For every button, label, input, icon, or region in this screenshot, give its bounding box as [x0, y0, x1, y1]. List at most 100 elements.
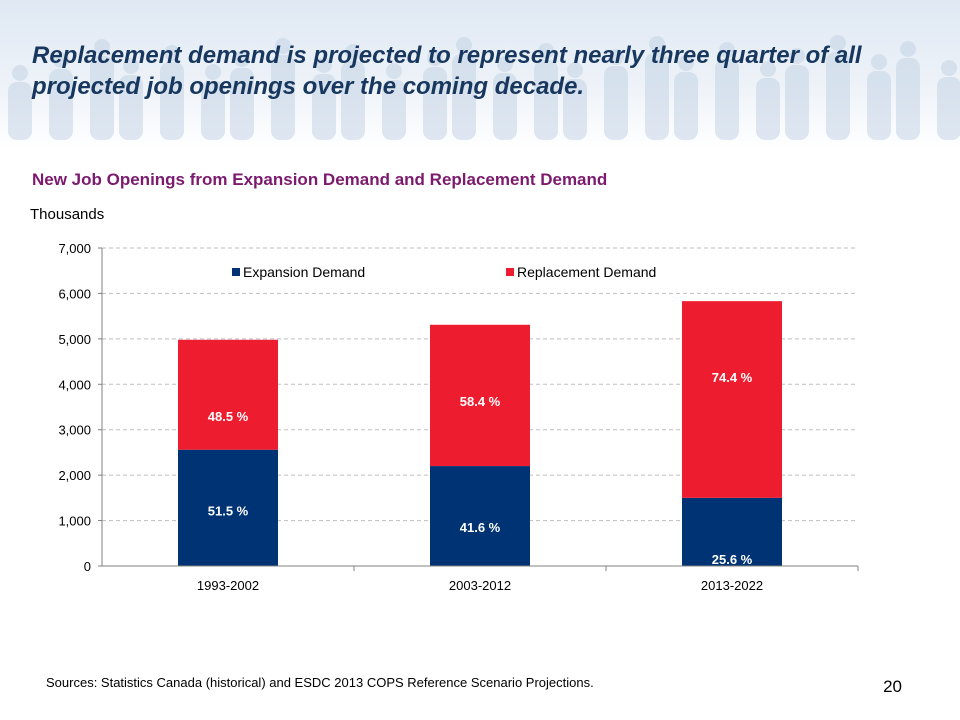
axes: 0 1,000 2,000 3,000 4,000 5,000 6,000 7,000 1993…: [58, 241, 859, 593]
silhouette-body: [604, 66, 628, 140]
silhouette-head: [538, 43, 554, 59]
silhouette-head: [316, 57, 332, 73]
silhouette-body: [534, 60, 558, 140]
x-tick-label: 2003-2012: [449, 578, 511, 593]
person-silhouette: [382, 63, 406, 140]
silhouette-body: [674, 72, 698, 140]
silhouette-body: [493, 73, 517, 140]
silhouette-head: [12, 65, 28, 81]
replacement-demand-bar: [430, 324, 530, 467]
silhouette-head: [234, 51, 250, 67]
silhouette-body: [230, 68, 254, 140]
y-tick-label: 3,000: [58, 423, 91, 438]
y-tick-label: 1,000: [58, 514, 91, 529]
legend-swatch: [232, 268, 240, 276]
silhouette-head: [164, 45, 180, 61]
silhouette-head: [53, 52, 69, 68]
expansion-demand-bar: [178, 449, 278, 566]
person-silhouette: [937, 60, 960, 140]
legend: Expansion Demand Replacement Demand: [232, 264, 656, 280]
silhouette-head: [608, 49, 624, 65]
person-silhouette: [201, 64, 225, 140]
silhouette-head: [941, 60, 957, 76]
person-silhouette: [90, 39, 114, 140]
page-number: 20: [883, 677, 902, 696]
silhouette-head: [497, 56, 513, 72]
silhouette-head: [871, 54, 887, 70]
slide-headline: Replacement demand is projected to repre…: [32, 42, 862, 100]
silhouette-body: [341, 61, 365, 140]
replacement-demand-bar: [682, 301, 782, 498]
silhouette-head: [678, 55, 694, 71]
silhouette-head: [345, 44, 361, 60]
silhouette-body: [382, 80, 406, 140]
y-tick-label: 4,000: [58, 377, 91, 392]
silhouette-body: [785, 65, 809, 140]
silhouette-body: [563, 79, 587, 140]
bar-data-label: 25.6 %: [712, 552, 753, 567]
silhouette-head: [456, 37, 472, 53]
silhouette-body: [937, 77, 960, 140]
person-silhouette: [423, 50, 447, 140]
person-silhouette: [785, 48, 809, 140]
legend-label: Expansion Demand: [243, 264, 365, 280]
person-silhouette: [119, 58, 143, 140]
legend-swatch: [506, 268, 514, 276]
person-silhouette: [604, 49, 628, 140]
silhouette-body: [160, 62, 184, 140]
person-silhouette: [826, 35, 850, 140]
person-silhouette: [271, 38, 295, 140]
person-silhouette: [493, 56, 517, 140]
person-silhouette: [534, 43, 558, 140]
silhouette-body: [452, 54, 476, 140]
silhouette-body: [119, 75, 143, 140]
silhouette-head: [830, 35, 846, 51]
silhouette-body: [312, 74, 336, 140]
expansion-demand-bar: [682, 497, 782, 566]
silhouette-head: [427, 50, 443, 66]
silhouette-body: [90, 56, 114, 140]
expansion-demand-bar: [430, 466, 530, 566]
silhouette-head: [275, 38, 291, 54]
silhouette-body: [645, 53, 669, 140]
silhouette-body: [201, 81, 225, 140]
person-silhouette: [645, 36, 669, 140]
person-silhouette: [715, 42, 739, 140]
silhouette-head: [386, 63, 402, 79]
y-tick-label: 7,000: [58, 241, 91, 256]
person-silhouette: [230, 51, 254, 140]
person-silhouette: [49, 52, 73, 140]
silhouette-head: [719, 42, 735, 58]
silhouette-head: [649, 36, 665, 52]
bars: 51.5 % 48.5 % 41.6 % 58.4 % 25.6 % 74.4 %: [178, 301, 782, 567]
y-tick-label: 0: [84, 559, 91, 574]
silhouette-head: [567, 62, 583, 78]
y-axis-unit-label: Thousands: [30, 206, 104, 223]
silhouette-head: [123, 58, 139, 74]
silhouette-body: [271, 55, 295, 140]
y-tick-label: 5,000: [58, 332, 91, 347]
person-silhouette: [563, 62, 587, 140]
x-tick-label: 2013-2022: [701, 578, 763, 593]
silhouette-body: [896, 58, 920, 140]
silhouette-body: [715, 59, 739, 140]
person-silhouette: [312, 57, 336, 140]
person-silhouette: [341, 44, 365, 140]
source-note: Sources: Statistics Canada (historical) …: [46, 675, 594, 690]
bar-data-label: 74.4 %: [712, 370, 753, 385]
silhouette-head: [760, 61, 776, 77]
person-silhouette: [896, 41, 920, 140]
person-silhouette: [756, 61, 780, 140]
legend-label: Replacement Demand: [517, 264, 656, 280]
silhouette-body: [826, 52, 850, 140]
y-tick-label: 2,000: [58, 468, 91, 483]
silhouette-head: [94, 39, 110, 55]
silhouette-body: [49, 69, 73, 140]
header-banner: [0, 0, 960, 150]
silhouette-head: [789, 48, 805, 64]
person-silhouette: [452, 37, 476, 140]
bar-data-label: 51.5 %: [208, 504, 249, 519]
x-tick-label: 1993-2002: [197, 578, 259, 593]
silhouette-body: [867, 71, 891, 140]
bar-data-label: 48.5 %: [208, 409, 249, 424]
